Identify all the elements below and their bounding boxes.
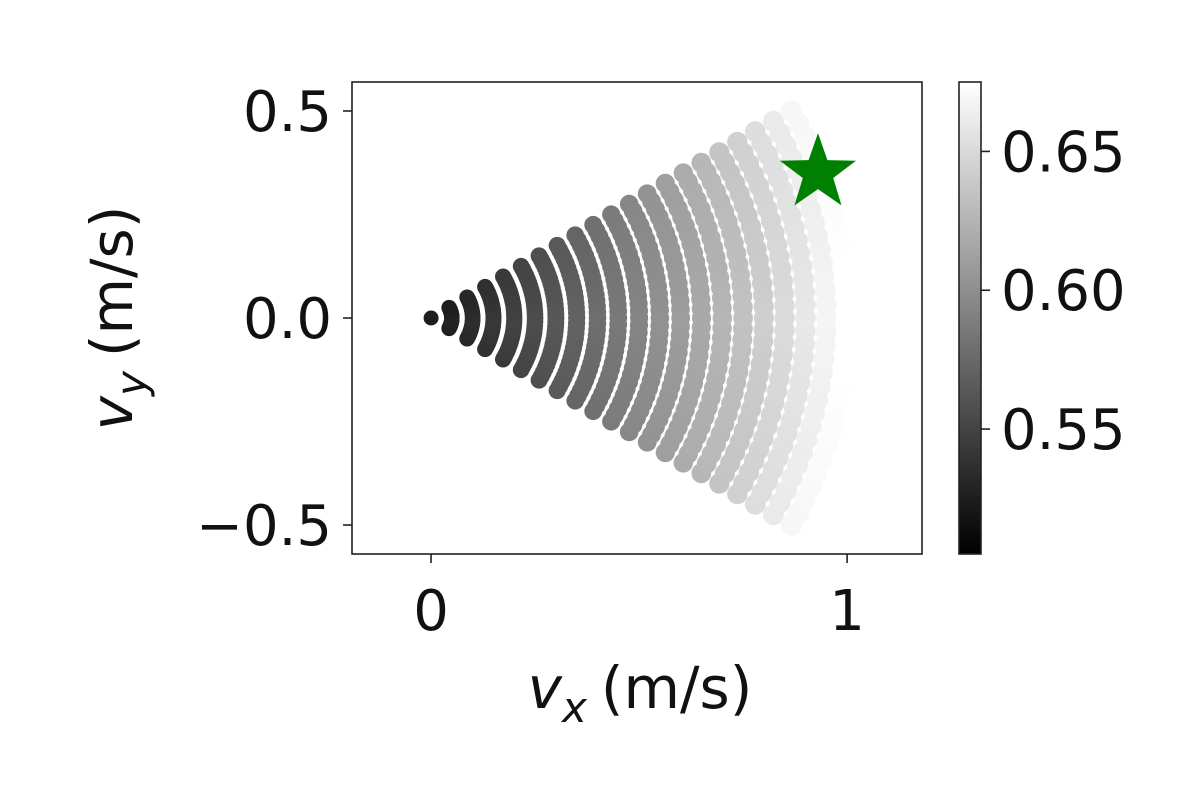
colorbar-ticks: 0.55 0.60 0.65 (981, 120, 1126, 463)
scatter-point (441, 299, 457, 316)
y-axis-label-unit: (m/s) (78, 206, 146, 358)
scatter-point (780, 100, 803, 122)
colorbar-tick-label: 0.55 (1001, 398, 1126, 463)
scatter-point (495, 268, 512, 285)
y-axis-ticks: −0.5 0.0 0.5 (196, 80, 352, 559)
scatter-points (423, 100, 858, 536)
scatter-point (584, 215, 603, 234)
scatter-point (691, 152, 712, 173)
y-tick-label: 0.5 (243, 80, 332, 145)
scatter-point (477, 278, 494, 295)
scatter-point (459, 289, 475, 306)
y-axis-label-sub: y (107, 370, 156, 398)
scatter-point (673, 163, 693, 183)
y-axis-label: vy (m/s) (78, 206, 156, 431)
scatter-point (602, 205, 621, 224)
scatter-point (637, 184, 657, 204)
x-axis-label-sub: x (560, 683, 588, 732)
y-axis-label-symbol: v (78, 394, 146, 430)
x-axis-label: vx (m/s) (528, 654, 753, 732)
x-axis-label-unit: (m/s) (601, 654, 753, 722)
x-tick-label: 1 (829, 579, 865, 644)
x-tick-label: 0 (413, 579, 449, 644)
scatter-point (512, 257, 530, 275)
scatter-point (566, 226, 584, 244)
colorbar-tick-label: 0.60 (1001, 259, 1126, 324)
scatter-point (530, 247, 548, 265)
scatter-point (762, 110, 784, 132)
scatter-point (423, 310, 439, 326)
scatter-point (619, 194, 639, 214)
scatter-point (655, 173, 675, 193)
scatter-point (727, 131, 748, 153)
highlight-star (779, 133, 856, 206)
colorbar-tick-label: 0.65 (1001, 120, 1126, 185)
colorbar (958, 81, 982, 555)
x-axis-label-symbol: v (528, 654, 564, 722)
y-tick-label: −0.5 (196, 494, 332, 559)
highlight-layer (779, 133, 856, 206)
scatter-point (744, 121, 766, 143)
scatter-point (548, 236, 566, 255)
y-tick-label: 0.0 (243, 287, 332, 352)
scatter-point (709, 142, 730, 163)
